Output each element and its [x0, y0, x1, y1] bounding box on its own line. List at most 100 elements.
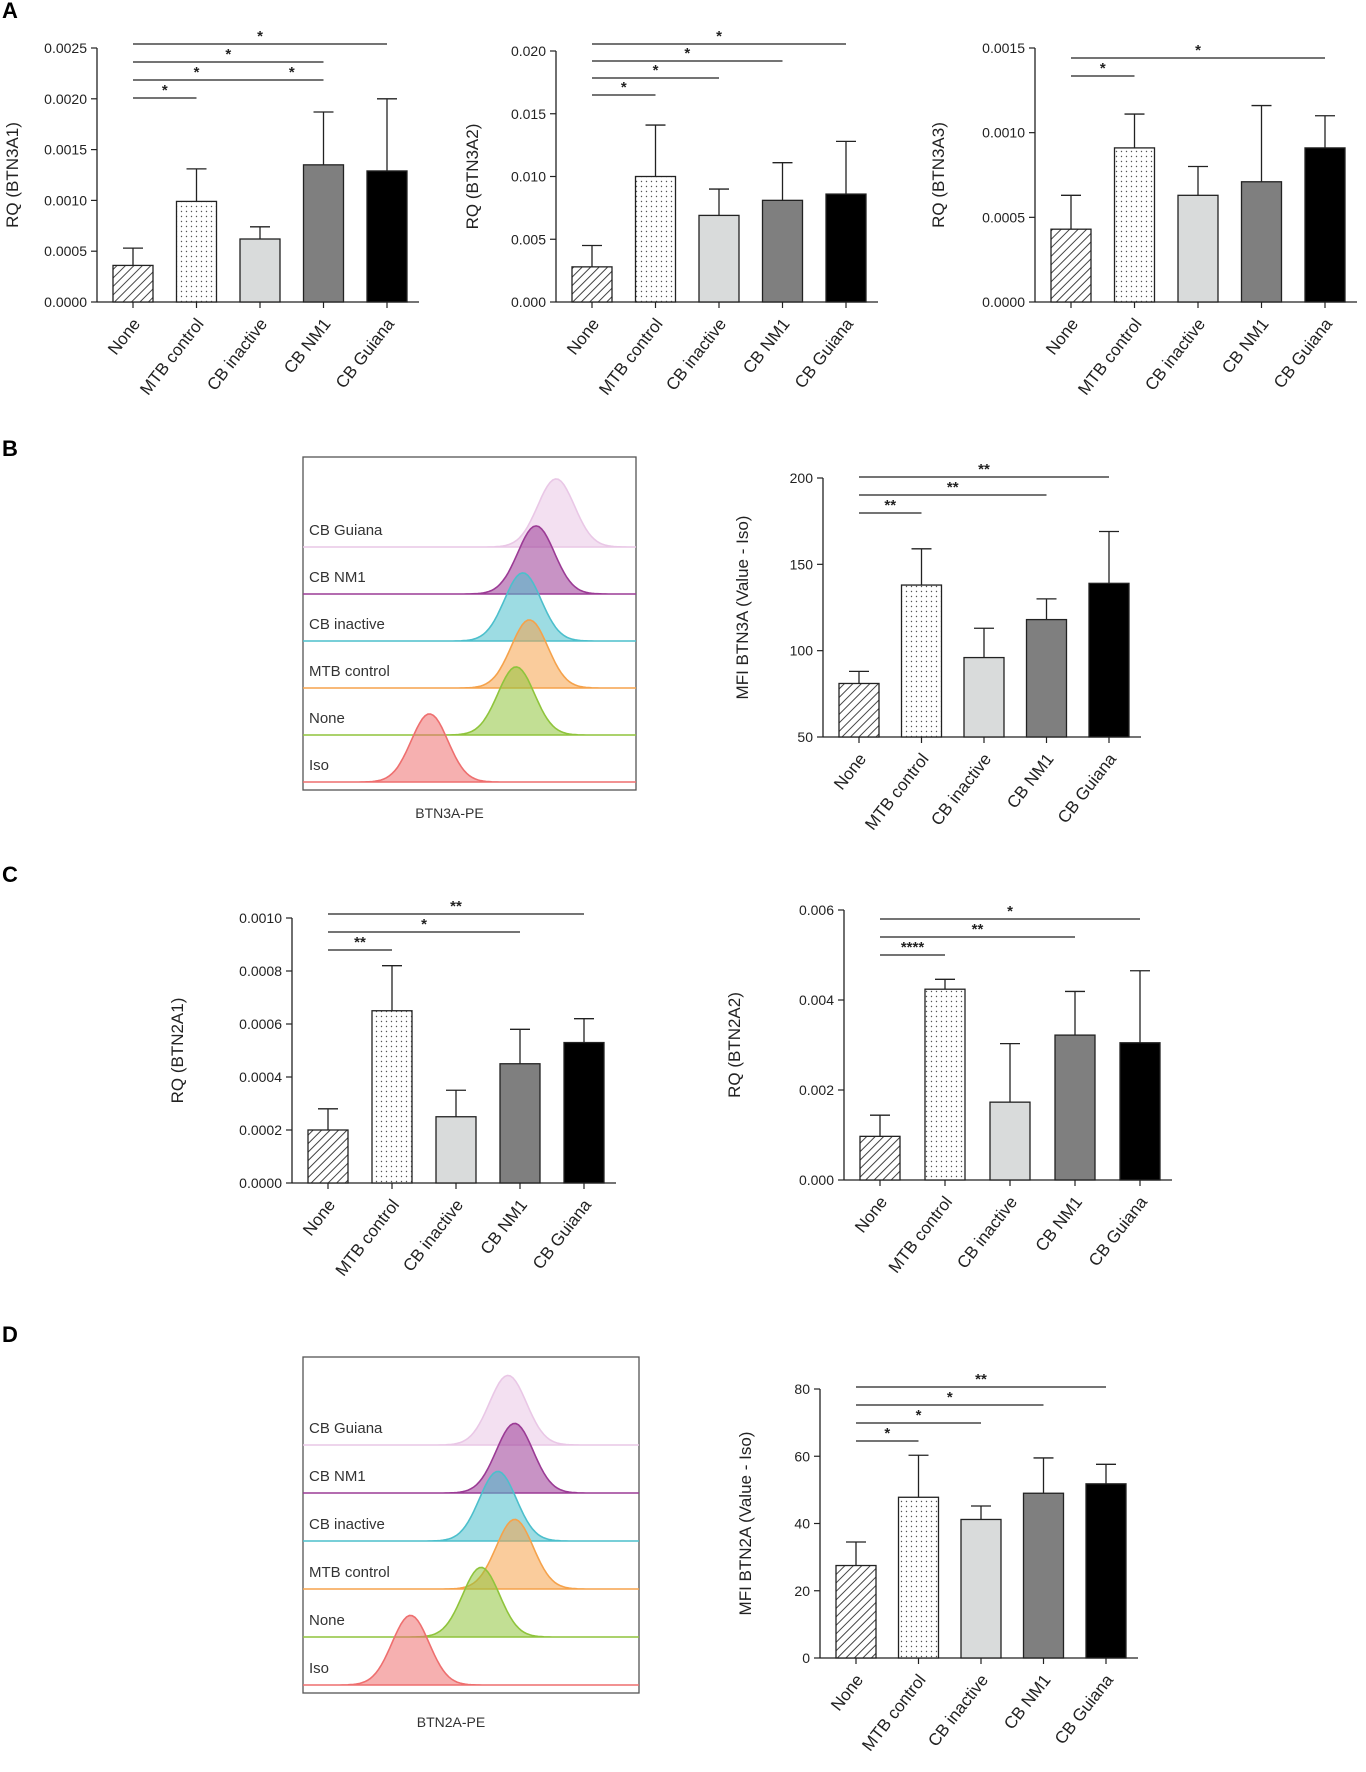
y-tick-label: 0.0010 — [239, 910, 282, 926]
category-label-cb-guiana: CB Guiana — [1054, 749, 1121, 827]
significance-label: * — [884, 1425, 890, 1442]
y-tick-label: 0.0000 — [982, 294, 1025, 310]
histogram-label-none: None — [309, 710, 345, 727]
category-label-none: None — [104, 315, 144, 359]
category-label-mtb-control: MTB control — [595, 315, 666, 399]
bar-cb-nm1 — [1022, 1492, 1065, 1659]
panel-letter-b: B — [2, 436, 18, 461]
histogram-label-cb-nm1: CB NM1 — [309, 1468, 366, 1485]
category-label-none: None — [1042, 315, 1082, 359]
significance-label: * — [162, 82, 168, 99]
bar-cb-guiana — [1119, 1042, 1161, 1181]
significance-label: **** — [901, 939, 925, 956]
category-label-none: None — [827, 1671, 867, 1715]
category-label-cb-nm1: CB NM1 — [1032, 1193, 1087, 1255]
significance-label: ** — [947, 479, 959, 496]
category-label-cb-inactive: CB inactive — [662, 315, 730, 394]
chart-btn3a3: 0.0000 0.0005 0.0010 0.0015 RQ (BTN3A3) NoneM… — [929, 40, 1357, 399]
significance-label: * — [421, 916, 427, 933]
significance-label: * — [289, 64, 295, 81]
category-label-cb-inactive: CB inactive — [1141, 315, 1209, 394]
bar-cb-nm1 — [1240, 181, 1283, 303]
y-tick-label: 0.000 — [799, 1172, 834, 1188]
histogram-x-label: BTN3A-PE — [415, 805, 483, 821]
histogram-track-bg — [304, 689, 635, 735]
category-label-cb-guiana: CB Guiana — [1270, 314, 1337, 392]
y-axis-label: RQ (BTN3A3) — [929, 122, 948, 228]
category-label-cb-inactive: CB inactive — [953, 1193, 1021, 1272]
significance-label: * — [684, 45, 690, 62]
bar-cb-inactive — [963, 656, 1005, 738]
significance-label: * — [1195, 42, 1201, 59]
category-label-cb-nm1: CB NM1 — [1003, 750, 1058, 812]
y-tick-label: 100 — [790, 643, 814, 659]
bar-mtb-control — [900, 584, 943, 738]
histogram-track-bg — [304, 736, 635, 782]
bar-none — [307, 1129, 349, 1184]
significance-label: ** — [354, 934, 366, 951]
significance-label: ** — [978, 461, 990, 478]
category-label-none: None — [563, 315, 603, 359]
y-axis-label: RQ (BTN3A1) — [3, 122, 22, 228]
histogram-track-bg — [304, 1638, 638, 1685]
panel-letter-d: D — [2, 1322, 18, 1347]
bar-cb-guiana — [1304, 147, 1346, 303]
category-label-mtb-control: MTB control — [858, 1671, 929, 1755]
category-label-cb-guiana: CB Guiana — [529, 1195, 596, 1273]
significance-label: * — [1007, 903, 1013, 920]
y-tick-label: 0.0010 — [44, 192, 87, 208]
category-label-cb-nm1: CB NM1 — [477, 1196, 532, 1258]
y-tick-label: 0.0005 — [44, 243, 87, 259]
significance-label: ** — [884, 497, 896, 514]
y-tick-label: 60 — [794, 1448, 810, 1464]
histogram-track-bg — [304, 595, 635, 641]
bar-cb-inactive — [989, 1101, 1031, 1181]
bar-mtb-control — [924, 988, 966, 1181]
y-tick-label: 20 — [794, 1583, 810, 1599]
y-tick-label: 0.0020 — [44, 91, 87, 107]
y-tick-label: 0.0015 — [44, 142, 87, 158]
y-axis-label: RQ (BTN2A2) — [725, 992, 744, 1098]
chart-btn3a1: 0.0000 0.0005 0.0010 0.0015 0.0020 0.0025 RQ (… — [3, 28, 419, 399]
y-tick-label: 40 — [794, 1516, 810, 1532]
histogram-label-cb-inactive: CB inactive — [309, 1516, 385, 1533]
category-label-cb-nm1: CB NM1 — [1218, 315, 1273, 377]
y-tick-label: 0.006 — [799, 902, 834, 918]
bar-cb-nm1 — [302, 164, 345, 303]
category-label-none: None — [851, 1193, 891, 1237]
y-tick-label: 0.0008 — [239, 963, 282, 979]
bar-none — [112, 264, 154, 303]
significance-label: ** — [450, 898, 462, 915]
bar-cb-guiana — [563, 1041, 605, 1184]
category-label-cb-nm1: CB NM1 — [280, 315, 335, 377]
y-tick-label: 200 — [790, 470, 814, 486]
bar-none — [838, 682, 880, 738]
bar-cb-inactive — [435, 1116, 477, 1184]
y-axis-label: RQ (BTN2A1) — [168, 998, 187, 1104]
histogram-label-cb-guiana: CB Guiana — [309, 1420, 383, 1437]
significance-label: * — [257, 28, 263, 45]
category-label-mtb-control: MTB control — [136, 315, 207, 399]
y-tick-label: 0.0006 — [239, 1016, 282, 1032]
histogram-btn3a: CB Guiana CB NM1 CB inactive MTB control Non… — [302, 456, 637, 821]
chart-btn3a2: 0.000 0.005 0.010 0.015 0.020 RQ (BTN3A2) None… — [463, 28, 878, 399]
y-tick-label: 0.005 — [511, 231, 546, 247]
histogram-label-mtb-control: MTB control — [309, 1564, 390, 1581]
y-axis-label: MFI BTN2A (Value - Iso) — [736, 1432, 755, 1616]
significance-label: ** — [972, 921, 984, 938]
bar-cb-inactive — [698, 214, 740, 303]
significance-label: * — [947, 1389, 953, 1406]
significance-label: * — [194, 64, 200, 81]
bar-none — [835, 1564, 877, 1659]
bar-none — [571, 266, 613, 303]
bar-mtb-control — [1113, 147, 1156, 303]
y-tick-label: 0.000 — [511, 294, 546, 310]
bar-none — [859, 1135, 901, 1181]
bar-cb-nm1 — [499, 1063, 541, 1184]
category-label-cb-guiana: CB Guiana — [1051, 1670, 1118, 1748]
category-label-cb-guiana: CB Guiana — [1085, 1192, 1152, 1270]
bar-cb-nm1 — [1054, 1034, 1096, 1181]
category-label-cb-guiana: CB Guiana — [791, 314, 858, 392]
category-label-none: None — [299, 1196, 339, 1240]
